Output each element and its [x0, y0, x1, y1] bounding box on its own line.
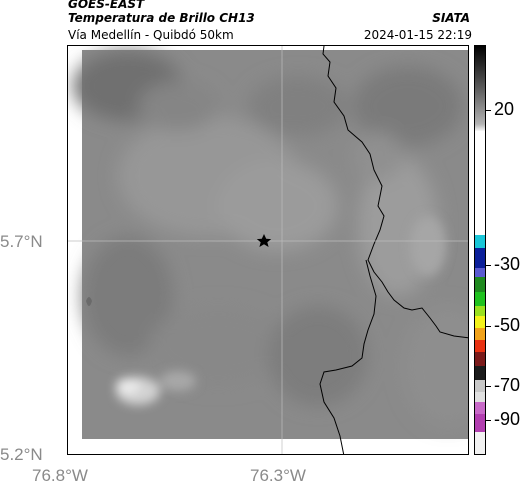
colorbar-tick: [486, 386, 491, 387]
satellite-source: GOES-EAST: [68, 0, 145, 11]
agency-label: SIATA: [432, 11, 470, 25]
star-icon[interactable]: [256, 234, 272, 247]
colorbar-label: -30: [494, 254, 521, 274]
region-label: Vía Medellín - Quibdó 50km: [68, 28, 234, 42]
colorbar: [474, 45, 486, 455]
colorbar-tick: [486, 420, 491, 421]
colorbar-label: -50: [494, 315, 521, 335]
colorbar-label: -70: [494, 375, 521, 395]
imagery-area: [73, 50, 468, 439]
colorbar-label: 20: [494, 99, 515, 119]
lat-tick-label: 5.2°N: [0, 445, 43, 464]
colorbar-tick: [486, 265, 491, 266]
colorbar-label: -90: [494, 409, 521, 429]
coastline: [319, 46, 468, 454]
colorbar-tick: [486, 110, 491, 111]
colorbar-tick: [486, 326, 491, 327]
lon-tick-label: 76.8°W: [32, 466, 88, 485]
satellite-imagery: [68, 46, 468, 454]
product-title: Temperatura de Brillo CH13: [68, 11, 255, 25]
lon-tick-label: 76.3°W: [250, 466, 306, 485]
map-panel[interactable]: [67, 45, 469, 455]
timestamp-label: 2024-01-15 22:19: [363, 28, 472, 42]
lat-tick-label: 5.7°N: [0, 232, 43, 251]
